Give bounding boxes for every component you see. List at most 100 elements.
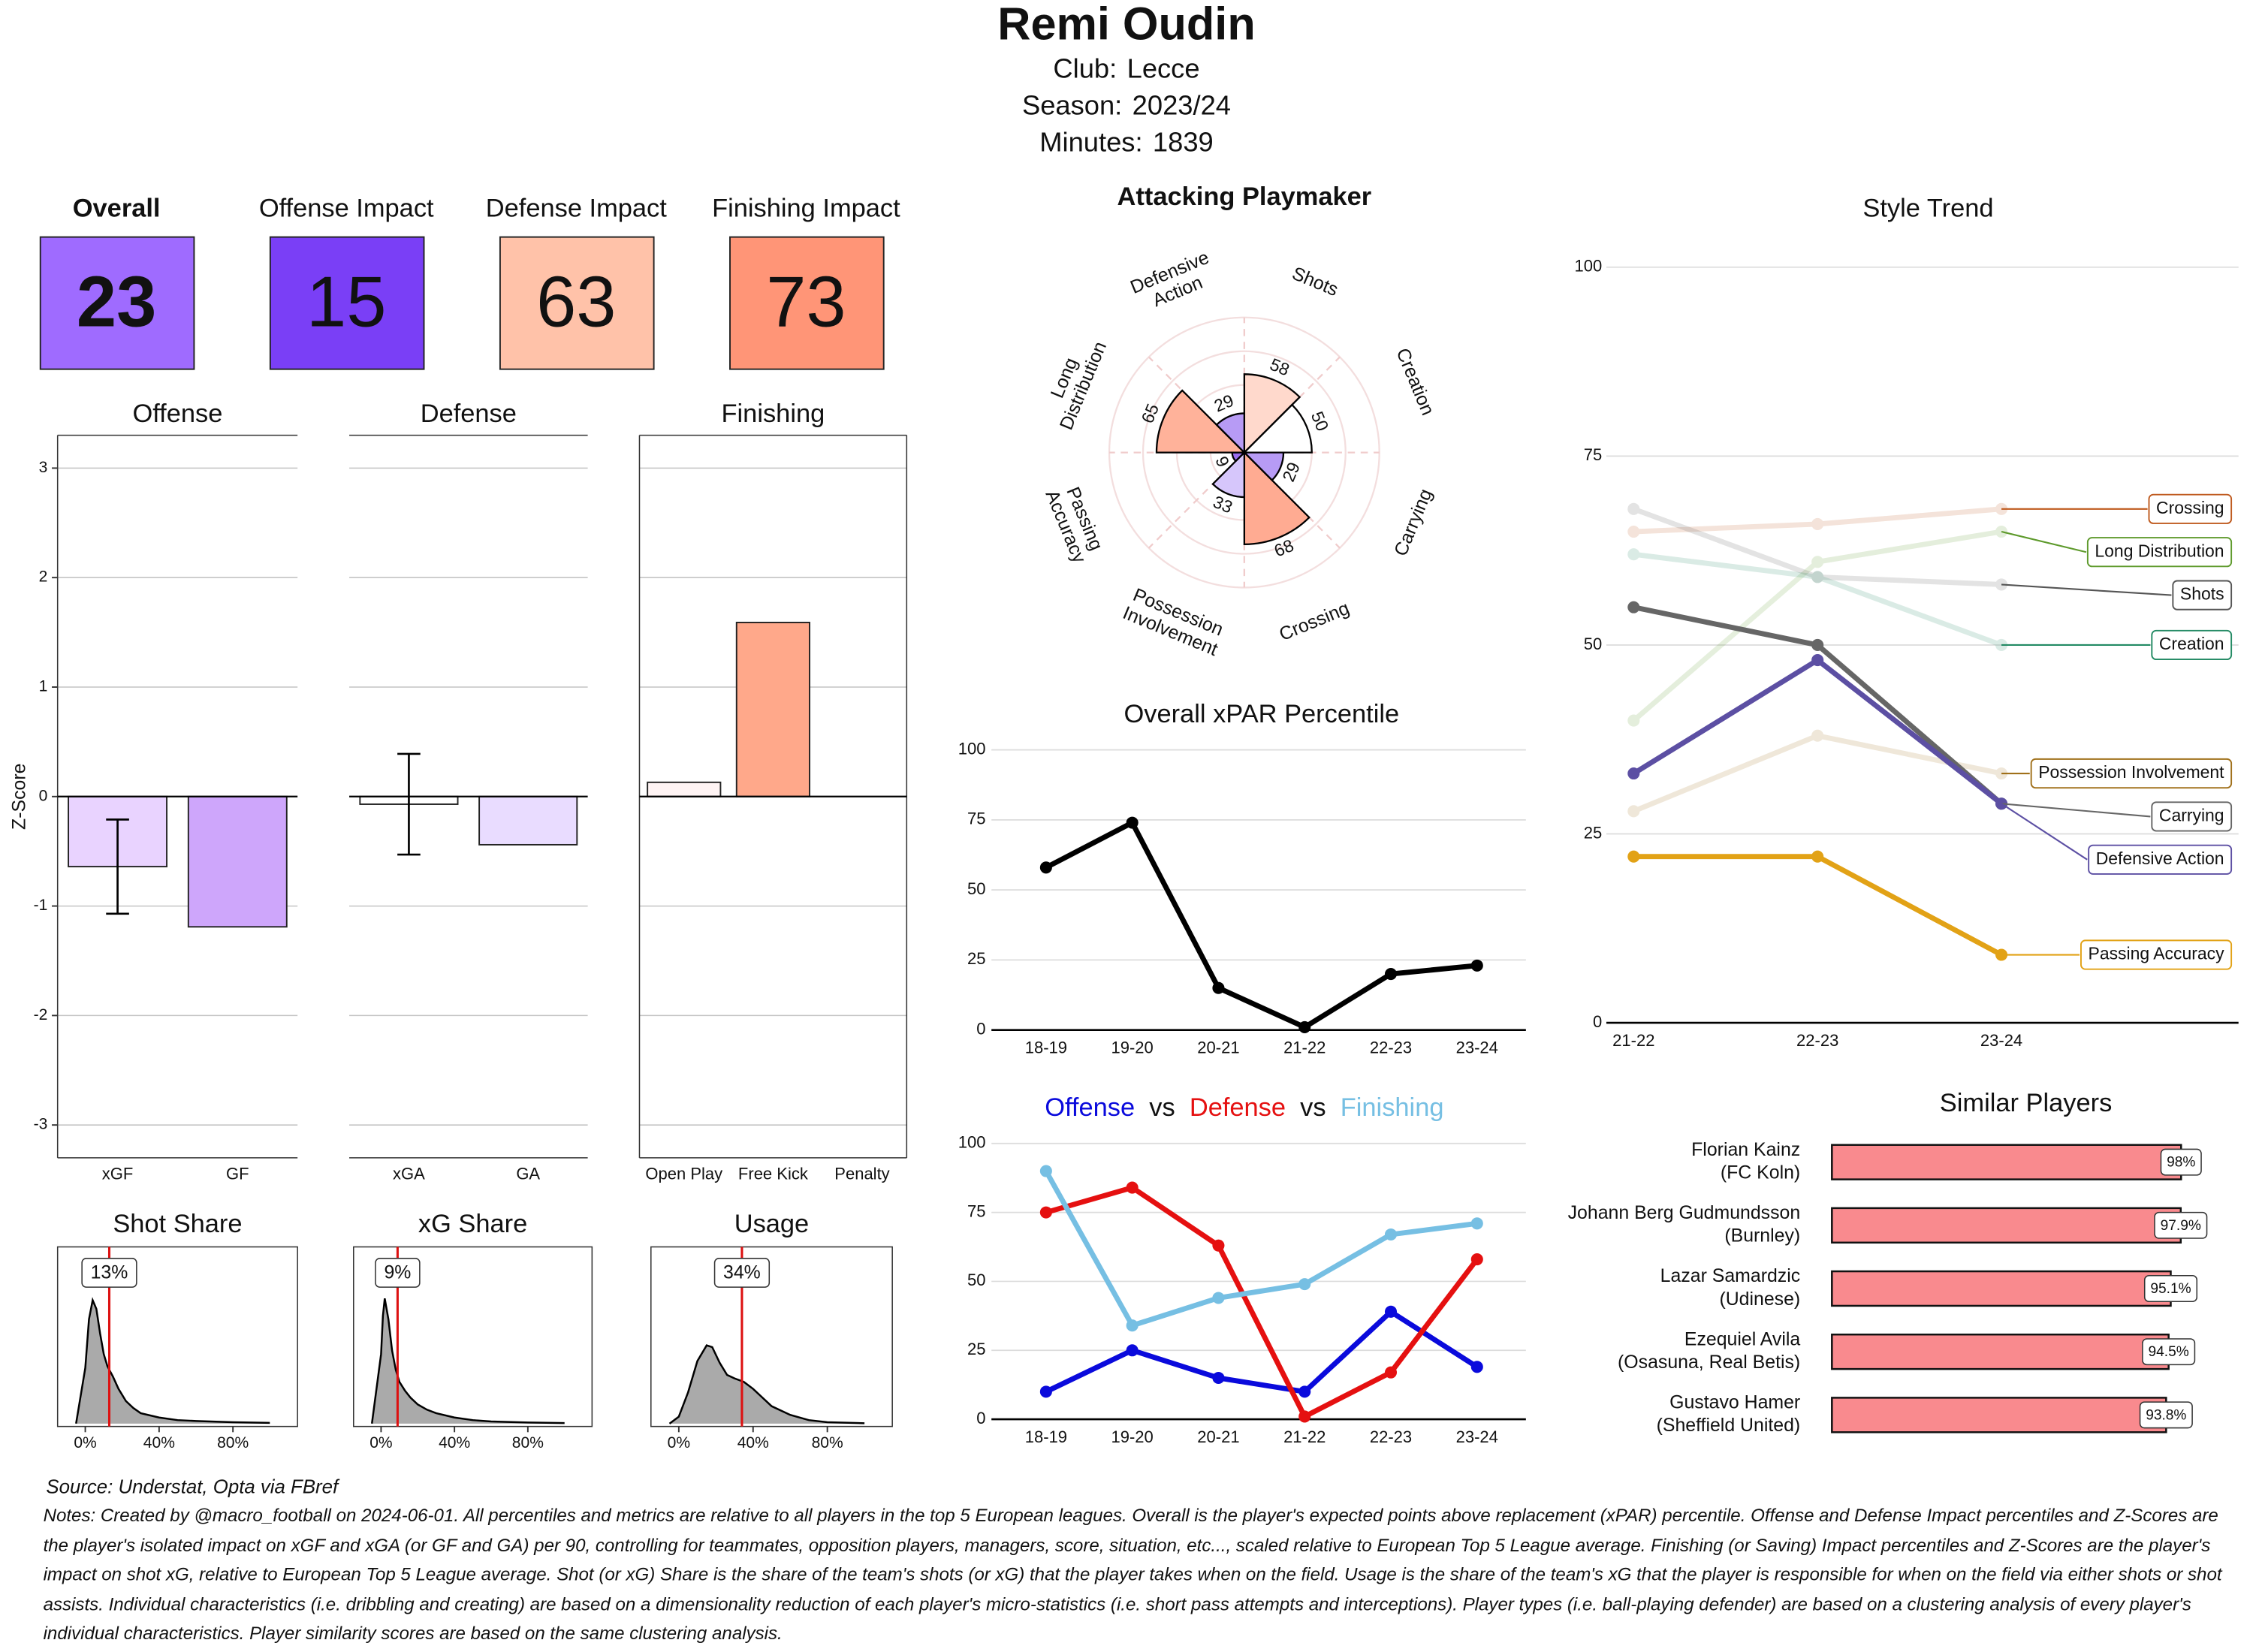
panel-title: Offense (132, 399, 222, 428)
x-tick-label: xGA (393, 1165, 425, 1183)
series-line (1045, 1185, 1479, 1419)
tile-value: 23 (77, 262, 156, 342)
end-label-connector (2001, 583, 2172, 596)
point (1384, 1305, 1398, 1318)
info-label: Minutes: (1039, 126, 1142, 157)
tile-label: Overall (73, 194, 161, 222)
polar-bar (1155, 389, 1247, 454)
polar-bar (1211, 450, 1246, 499)
tile (39, 236, 195, 370)
x-tick-label: 0% (74, 1434, 96, 1452)
y-tick-label: 75 (967, 1201, 985, 1220)
point (1126, 1344, 1139, 1357)
info-value: 2023/24 (1133, 89, 1231, 120)
player-club: (FC Koln) (1721, 1162, 1800, 1183)
point (1627, 525, 1640, 538)
point (1627, 805, 1640, 818)
chart-title: Similar Players (1940, 1089, 2113, 1117)
point (1384, 1366, 1398, 1379)
point (1039, 1385, 1052, 1398)
y-tick-label: 0 (39, 787, 48, 804)
polar-title: Attacking Playmaker (1117, 182, 1372, 211)
y-tick-label: 25 (1584, 823, 1602, 842)
point (1212, 1371, 1225, 1385)
bar (1831, 1207, 2182, 1244)
panel-frame (56, 1246, 298, 1427)
end-label-connector (2001, 803, 2088, 861)
player-name: Ezequiel Avila (1684, 1328, 1801, 1349)
point (1039, 1165, 1052, 1177)
density-line (370, 1298, 565, 1424)
density-fill (76, 1300, 270, 1424)
x-tick-label: 22-23 (1370, 1038, 1412, 1057)
panel-title: Finishing (722, 399, 825, 428)
y-tick-label: 3 (39, 459, 48, 476)
point (1212, 1292, 1225, 1304)
density-fill (372, 1298, 565, 1424)
chart-title: Offense vs Defense vs Finishing (1045, 1093, 1443, 1122)
tile (499, 236, 655, 370)
point (1126, 1181, 1139, 1194)
end-label: Carrying (2159, 805, 2224, 824)
end-label: Defensive Action (2096, 849, 2224, 868)
y-tick-label: 50 (967, 1271, 985, 1289)
point (1039, 1206, 1052, 1219)
x-tick-label: Penalty (834, 1165, 889, 1183)
tile (729, 236, 885, 370)
bar (647, 781, 722, 797)
series-line (1633, 604, 2004, 806)
x-tick-label: 40% (439, 1434, 470, 1452)
y-tick-label: 100 (1574, 257, 1602, 276)
y-tick-label: 75 (967, 809, 985, 828)
point (1811, 850, 1824, 863)
point (1995, 525, 2008, 538)
tile (269, 236, 425, 370)
point (1126, 1319, 1139, 1332)
polar-value-label: 65 (1137, 401, 1163, 427)
player-club: (Burnley) (1724, 1225, 1800, 1247)
x-tick-label: 21-22 (1283, 1038, 1326, 1057)
end-label-connector (2001, 803, 2151, 818)
value-label-box (2154, 1211, 2208, 1239)
polar-category-label: Creation (1392, 345, 1439, 419)
polar-bar (1243, 373, 1301, 455)
end-label: Long Distribution (2095, 541, 2224, 560)
point (1039, 861, 1052, 874)
polar-bar (1243, 450, 1310, 546)
y-tick-label: -1 (34, 897, 48, 914)
x-tick-label: GA (516, 1165, 540, 1183)
info-label: Club: (1053, 53, 1117, 83)
notes: Notes: Created by @macro_football on 202… (43, 1505, 2222, 1644)
series (1039, 1165, 1483, 1332)
marker-label: 13% (91, 1262, 128, 1283)
x-tick-label: 0% (369, 1434, 392, 1452)
series-line (1633, 506, 2002, 587)
marker-label-box (375, 1258, 421, 1288)
point (1298, 1278, 1311, 1291)
value-label: 94.5% (2149, 1344, 2189, 1360)
x-tick-label: 23-24 (1980, 1031, 2022, 1050)
x-tick-label: xGF (102, 1165, 134, 1183)
bar (1831, 1333, 2170, 1370)
y-tick-label: 50 (1584, 635, 1602, 653)
player-name: Lazar Samardzic (1660, 1265, 1801, 1286)
marker-label: 34% (723, 1262, 761, 1283)
series (1627, 850, 2008, 961)
chart-title: Overall xPAR Percentile (1123, 700, 1399, 728)
end-label: Crossing (2156, 498, 2224, 517)
x-tick-label: 21-22 (1283, 1427, 1326, 1446)
title-series: Defense (1190, 1093, 1286, 1122)
point (1627, 850, 1640, 863)
value-label-box (2142, 1338, 2196, 1366)
tile-label: Offense Impact (259, 194, 434, 222)
polar-bar (1215, 412, 1246, 455)
value-label-box (2160, 1148, 2202, 1176)
value-label: 95.1% (2150, 1281, 2191, 1297)
series-line (1632, 529, 2002, 723)
series (1627, 502, 2008, 538)
polar-category-label: PossessionInvolvement (1120, 583, 1229, 659)
player-name: Johann Berg Gudmundsson (1568, 1202, 1801, 1223)
end-label-box (2030, 758, 2233, 789)
bar (478, 795, 578, 846)
